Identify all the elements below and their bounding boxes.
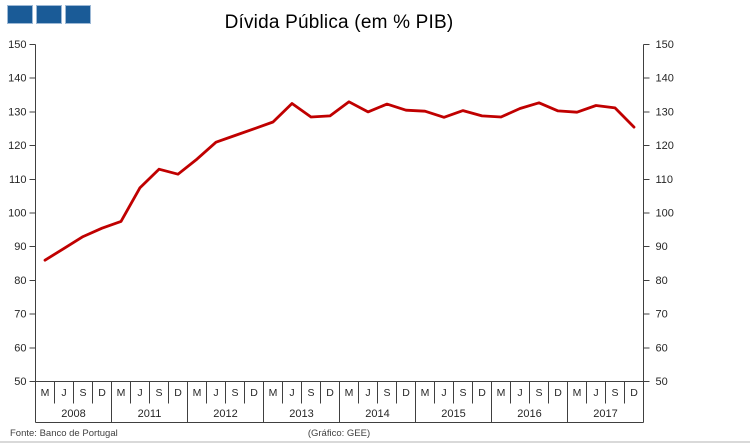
y-axis-label-left: 60 bbox=[14, 342, 26, 354]
x-axis-quarter-label: J bbox=[213, 387, 218, 399]
x-axis-year-label: 2016 bbox=[517, 408, 541, 420]
credit-note: (Gráfico: GEE) bbox=[307, 428, 371, 439]
x-axis-year-label: 2011 bbox=[138, 408, 162, 420]
x-axis-year-label: 2012 bbox=[213, 408, 237, 420]
y-axis-label-left: 130 bbox=[8, 106, 26, 118]
x-axis-quarter-label: D bbox=[250, 387, 258, 399]
x-axis-quarter-label: M bbox=[117, 387, 126, 399]
bottom-divider bbox=[0, 441, 750, 443]
x-axis-quarter-label: M bbox=[41, 387, 50, 399]
x-axis-quarter-label: S bbox=[231, 387, 238, 399]
y-axis-label-right: 140 bbox=[656, 73, 674, 85]
chart-title: Dívida Pública (em % PIB) bbox=[224, 12, 454, 33]
logo-square-icon bbox=[65, 5, 91, 24]
x-axis-quarter-label: M bbox=[573, 387, 582, 399]
y-axis-label-right: 80 bbox=[656, 275, 668, 287]
y-axis-label-right: 60 bbox=[656, 342, 668, 354]
x-axis-quarter-label: M bbox=[497, 387, 506, 399]
y-axis-label-left: 120 bbox=[8, 140, 26, 152]
x-axis-quarter-label: S bbox=[307, 387, 314, 399]
x-axis-quarter-label: M bbox=[421, 387, 430, 399]
logo-square-icon bbox=[7, 5, 33, 24]
y-axis-label-left: 140 bbox=[8, 73, 26, 85]
x-axis-quarter-label: J bbox=[517, 387, 522, 399]
x-axis-quarter-label: D bbox=[174, 387, 182, 399]
x-axis-quarter-label: D bbox=[98, 387, 106, 399]
x-axis-quarter-label: J bbox=[441, 387, 446, 399]
x-axis-quarter-label: J bbox=[61, 387, 66, 399]
x-axis-quarter-label: M bbox=[345, 387, 354, 399]
y-axis-label-left: 100 bbox=[8, 208, 26, 220]
x-axis-quarter-label: S bbox=[459, 387, 466, 399]
x-axis-quarter-label: S bbox=[155, 387, 162, 399]
x-axis-quarter-label: M bbox=[193, 387, 202, 399]
y-axis-label-right: 110 bbox=[656, 174, 674, 186]
y-axis-label-right: 50 bbox=[656, 376, 668, 388]
logo-square-icon bbox=[36, 5, 62, 24]
x-axis-quarter-label: J bbox=[593, 387, 598, 399]
y-axis-label-right: 100 bbox=[656, 208, 674, 220]
y-axis-label-left: 80 bbox=[14, 275, 26, 287]
x-axis-quarter-label: D bbox=[554, 387, 562, 399]
logo bbox=[7, 5, 91, 24]
y-axis-label-left: 70 bbox=[14, 309, 26, 321]
y-axis-label-right: 70 bbox=[656, 309, 668, 321]
y-axis-label-right: 150 bbox=[656, 39, 674, 51]
source-note: Fonte: Banco de Portugal bbox=[10, 428, 118, 439]
x-axis-quarter-label: D bbox=[402, 387, 410, 399]
x-axis-quarter-label: S bbox=[79, 387, 86, 399]
y-axis-label-right: 90 bbox=[656, 241, 668, 253]
x-axis-quarter-label: J bbox=[137, 387, 142, 399]
x-axis-quarter-label: M bbox=[269, 387, 278, 399]
x-axis-year-label: 2017 bbox=[593, 408, 617, 420]
y-axis-label-left: 110 bbox=[9, 174, 27, 186]
x-axis-quarter-label: D bbox=[326, 387, 334, 399]
public-debt-line bbox=[43, 100, 636, 262]
x-axis-quarter-label: S bbox=[611, 387, 618, 399]
x-axis-year-label: 2013 bbox=[289, 408, 313, 420]
x-axis-quarter-label: J bbox=[289, 387, 294, 399]
y-axis-label-right: 120 bbox=[656, 140, 674, 152]
y-axis-label-left: 50 bbox=[14, 376, 26, 388]
x-axis-quarter-label: S bbox=[383, 387, 390, 399]
x-axis-year-label: 2014 bbox=[365, 408, 389, 420]
x-axis-year-label: 2015 bbox=[441, 408, 465, 420]
x-axis-year-label: 2008 bbox=[61, 408, 85, 420]
y-axis-label-right: 130 bbox=[656, 106, 674, 118]
x-axis-quarter-label: D bbox=[478, 387, 486, 399]
y-axis-label-left: 150 bbox=[8, 39, 26, 51]
x-axis-quarter-label: J bbox=[365, 387, 370, 399]
y-axis-label-left: 90 bbox=[14, 241, 26, 253]
x-axis-quarter-label: S bbox=[535, 387, 542, 399]
x-axis-quarter-label: D bbox=[630, 387, 638, 399]
